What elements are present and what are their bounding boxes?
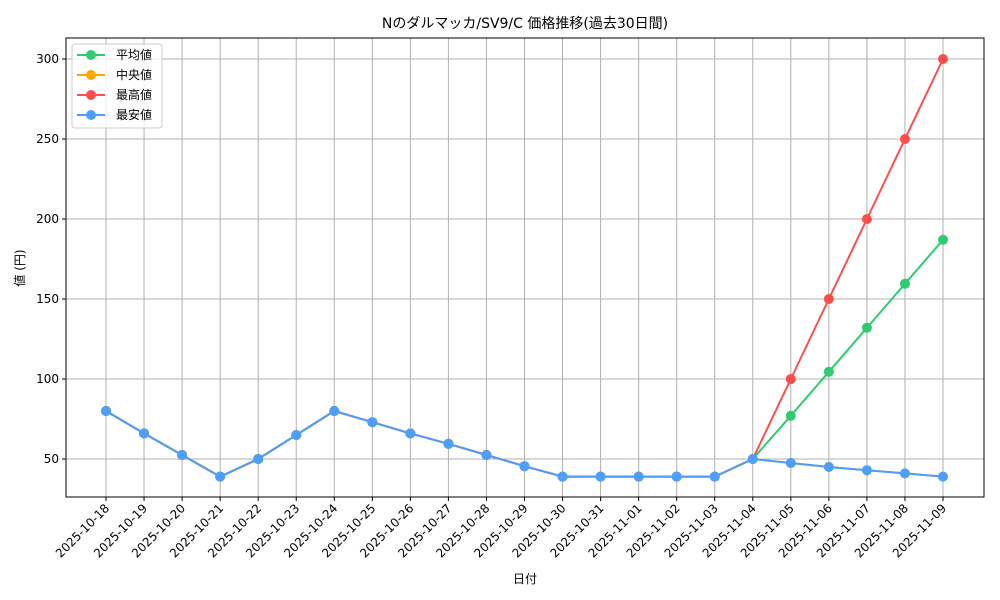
legend-label: 最高値 <box>116 87 152 102</box>
data-point <box>671 471 682 482</box>
legend-label: 中央値 <box>116 67 152 82</box>
chart-title: Nのダルマッカ/SV9/C 価格推移(過去30日間) <box>382 16 668 32</box>
data-point <box>329 406 340 416</box>
data-point <box>823 294 834 304</box>
y-tick-label: 150 <box>36 292 59 306</box>
data-point <box>177 450 188 460</box>
data-point <box>938 54 948 64</box>
data-point <box>938 234 948 245</box>
data-point <box>481 450 492 460</box>
y-axis-ticks: 50 100 150 200 250 300 <box>36 52 66 466</box>
data-point <box>709 471 720 482</box>
x-axis-ticks: 2025-10-182025-10-192025-10-202025-10-21… <box>53 497 949 560</box>
y-tick-label: 50 <box>44 452 59 466</box>
data-point <box>747 454 758 464</box>
y-tick-label: 250 <box>36 132 59 146</box>
legend-label: 最安値 <box>116 107 152 122</box>
data-point <box>938 471 948 482</box>
y-tick-label: 200 <box>36 212 59 226</box>
data-point <box>785 458 796 468</box>
y-axis-label: 値 (円) <box>12 249 27 286</box>
data-point <box>557 471 568 482</box>
data-point <box>443 438 454 449</box>
data-point <box>899 468 910 479</box>
y-tick-label: 300 <box>36 52 59 66</box>
data-point <box>899 278 910 289</box>
legend-marker <box>86 110 96 120</box>
data-point <box>595 471 606 482</box>
data-point <box>823 462 834 472</box>
data-point <box>861 322 872 333</box>
data-point <box>633 471 644 482</box>
data-point <box>101 406 111 416</box>
data-point <box>139 428 150 439</box>
data-point <box>861 465 872 476</box>
data-point <box>291 430 302 440</box>
legend-marker <box>86 90 96 100</box>
data-point <box>253 454 264 464</box>
data-point <box>899 134 910 144</box>
data-point <box>367 417 378 428</box>
x-axis-label: 日付 <box>513 572 537 586</box>
data-point <box>823 366 834 377</box>
legend-box <box>71 43 163 129</box>
data-point <box>215 471 226 482</box>
series-lines <box>101 54 948 482</box>
data-point <box>405 428 416 439</box>
data-point <box>785 374 796 384</box>
data-point <box>861 214 872 224</box>
data-point <box>785 410 796 421</box>
grid-lines <box>66 38 984 497</box>
data-point <box>519 461 530 472</box>
legend-label: 平均値 <box>116 47 152 62</box>
legend-marker <box>86 50 96 60</box>
y-tick-label: 100 <box>36 372 59 386</box>
legend-marker <box>86 70 96 80</box>
